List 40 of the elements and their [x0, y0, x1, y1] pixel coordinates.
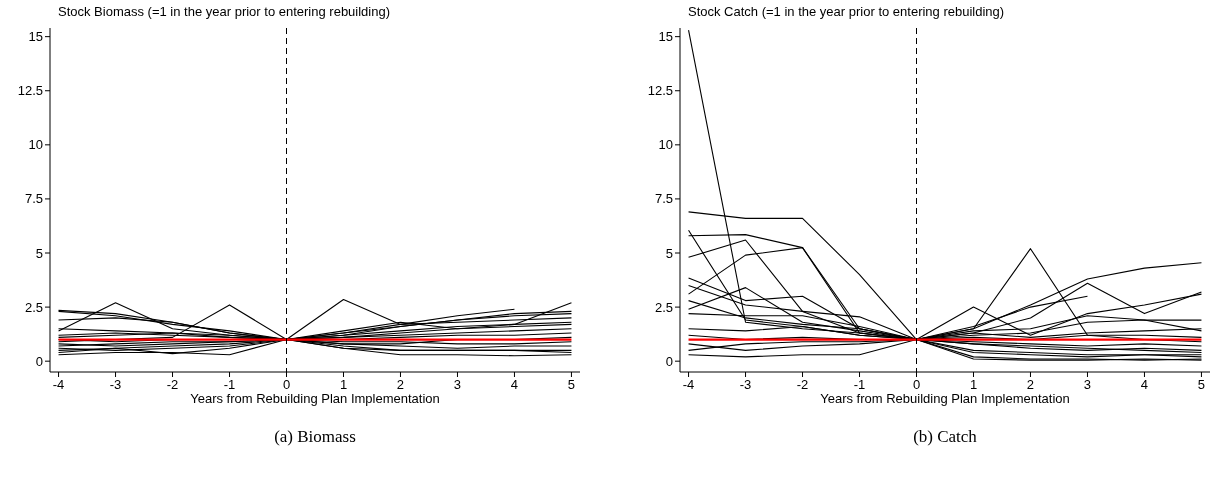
x-tick-label: -2	[166, 377, 179, 392]
x-tick-label: -3	[739, 377, 752, 392]
y-tick-label: 2.5	[24, 299, 43, 315]
x-tick-label: 5	[567, 377, 576, 392]
x-tick-label: -4	[682, 377, 695, 392]
chart-title: Stock Biomass (=1 in the year prior to entering rebuilding)	[58, 4, 391, 19]
y-tick-label: 12.5	[647, 83, 673, 99]
y-tick-label: 12.5	[17, 83, 43, 99]
text: (a) Biomass	[274, 427, 356, 446]
y-tick-label: 5	[35, 245, 43, 261]
x-axis-title: Years from Rebuilding Plan Implementation	[190, 391, 440, 406]
y-tick-label: 7.5	[24, 191, 43, 207]
y-tick-label: 15	[658, 29, 673, 45]
y-tick-label: 7.5	[654, 191, 673, 207]
y-tick-label: 0	[35, 353, 43, 369]
y-tick-label: 0	[665, 353, 673, 369]
y-tick-label: 10	[658, 137, 673, 153]
x-tick-label: -1	[223, 377, 236, 392]
y-tick-label: 15	[28, 29, 43, 45]
chart-title: Stock Catch (=1 in the year prior to entering rebuilding)	[688, 4, 1005, 19]
x-tick-label: 2	[1026, 377, 1035, 392]
x-axis-title: Years from Rebuilding Plan Implementation	[820, 391, 1070, 406]
y-tick-label: 5	[665, 245, 673, 261]
x-tick-label: 1	[339, 377, 348, 392]
x-tick-label: -2	[796, 377, 809, 392]
x-tick-label: 0	[912, 377, 921, 392]
x-tick-label: 5	[1197, 377, 1206, 392]
x-tick-label: -4	[52, 377, 65, 392]
text: (b) Catch	[913, 427, 978, 446]
x-tick-label: 3	[1083, 377, 1092, 392]
x-tick-label: 1	[969, 377, 978, 392]
y-tick-label: 2.5	[654, 299, 673, 315]
x-tick-label: 3	[453, 377, 462, 392]
x-tick-label: -1	[853, 377, 866, 392]
x-tick-label: 2	[396, 377, 405, 392]
x-tick-label: 4	[1140, 377, 1149, 392]
x-tick-label: 0	[282, 377, 291, 392]
y-tick-label: 10	[28, 137, 43, 153]
x-tick-label: -3	[109, 377, 122, 392]
x-tick-label: 4	[510, 377, 519, 392]
